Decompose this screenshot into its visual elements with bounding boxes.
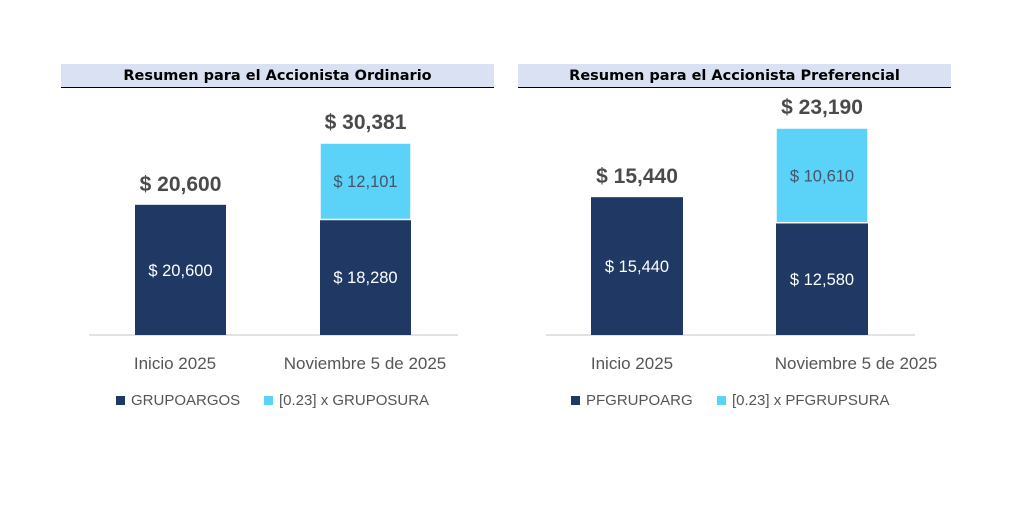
legend-item-series-0: PFGRUPOARG: [571, 392, 693, 409]
data-label: $ 10,610: [790, 167, 854, 185]
legend-label: GRUPOARGOS: [131, 392, 241, 409]
category-label: Inicio 2025: [134, 354, 216, 373]
total-label: $ 20,600: [140, 173, 222, 196]
total-label: $ 23,190: [781, 96, 863, 119]
data-label: $ 20,600: [148, 262, 212, 280]
bar-segment: [319, 142, 412, 221]
chart-title: Resumen para el Accionista Ordinario: [61, 64, 494, 88]
data-label: $ 15,440: [605, 258, 669, 276]
legend-swatch: [571, 396, 580, 405]
bar-segment: [320, 219, 411, 335]
legend: GRUPOARGOS [0.23] x GRUPOSURA: [61, 392, 494, 412]
plot-area: $ 20,600 $ 20,600 Inicio 2025 $ 18,280 $ 12,…: [89, 111, 458, 373]
category-label: Noviembre 5 de 2025: [284, 354, 447, 373]
legend-swatch: [116, 396, 125, 405]
legend-label: [0.23] x PFGRUPSURA: [732, 392, 890, 409]
legend-swatch: [717, 396, 726, 405]
legend-label: PFGRUPOARG: [586, 392, 693, 409]
chart-title: Resumen para el Accionista Preferencial: [518, 64, 951, 88]
data-label: $ 12,101: [333, 173, 397, 191]
legend-swatch: [264, 396, 273, 405]
legend-label: [0.23] x GRUPOSURA: [279, 392, 430, 409]
bar-segment: [591, 197, 683, 335]
legend-item-series-1: [0.23] x GRUPOSURA: [264, 392, 429, 409]
legend-item-series-1: [0.23] x PFGRUPSURA: [717, 392, 890, 409]
bar-segment: [776, 222, 868, 335]
bar-segment: [775, 127, 869, 224]
data-label: $ 18,280: [333, 269, 397, 287]
category-label: Noviembre 5 de 2025: [775, 354, 938, 373]
chart-ordinario: Resumen para el Accionista Ordinario $ 2…: [61, 64, 494, 424]
data-label: $ 12,580: [790, 271, 854, 289]
legend-item-series-0: GRUPOARGOS: [116, 392, 240, 409]
bar-segment: [135, 204, 226, 335]
total-label: $ 30,381: [325, 111, 407, 134]
chart-preferencial: Resumen para el Accionista Preferencial …: [518, 64, 951, 424]
total-label: $ 15,440: [596, 165, 678, 188]
legend: PFGRUPOARG [0.23] x PFGRUPSURA: [518, 392, 951, 412]
category-label: Inicio 2025: [591, 354, 673, 373]
plot-area: $ 15,440 $ 15,440 Inicio 2025 $ 12,580 $ 10,…: [546, 96, 938, 373]
